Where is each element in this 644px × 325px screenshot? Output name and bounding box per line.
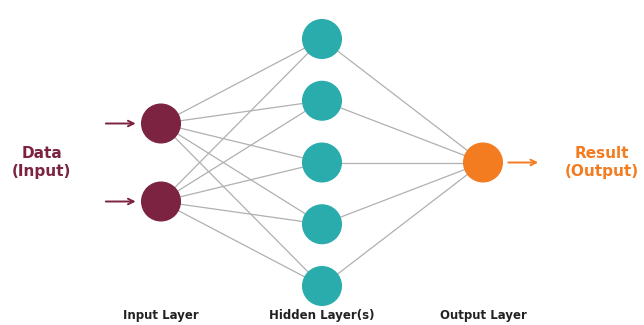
Ellipse shape bbox=[303, 82, 341, 120]
Text: Data
(Input): Data (Input) bbox=[12, 146, 71, 179]
Ellipse shape bbox=[303, 205, 341, 243]
Text: Result
(Output): Result (Output) bbox=[565, 146, 639, 179]
Ellipse shape bbox=[142, 104, 180, 143]
Text: Input Layer: Input Layer bbox=[123, 309, 199, 322]
Ellipse shape bbox=[142, 182, 180, 221]
Ellipse shape bbox=[303, 20, 341, 58]
Ellipse shape bbox=[464, 143, 502, 182]
Text: Output Layer: Output Layer bbox=[440, 309, 526, 322]
Text: Hidden Layer(s): Hidden Layer(s) bbox=[269, 309, 375, 322]
Ellipse shape bbox=[303, 267, 341, 305]
Ellipse shape bbox=[303, 143, 341, 182]
